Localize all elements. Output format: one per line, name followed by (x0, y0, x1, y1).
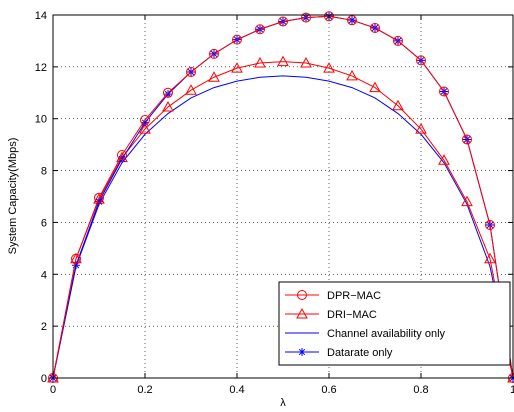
y-tick-label: 14 (35, 10, 47, 22)
data-point (140, 115, 150, 126)
data-point (415, 123, 427, 134)
data-point (324, 11, 334, 22)
legend-item: DPR−MAC (285, 290, 381, 302)
data-point (300, 56, 312, 68)
data-point (164, 90, 172, 99)
y-tick-label: 8 (41, 166, 47, 178)
data-point (301, 12, 311, 23)
legend-item: Channel availability only (285, 328, 446, 340)
data-point (139, 123, 151, 134)
legend-label: Channel availability only (327, 328, 446, 340)
x-tick-label: 0.4 (229, 384, 244, 396)
x-axis-title: λ (280, 397, 286, 409)
legend-box (278, 281, 511, 366)
plot-frame (52, 14, 514, 379)
data-point (71, 253, 81, 264)
data-point (231, 62, 243, 73)
data-point (462, 134, 472, 145)
series-line (52, 61, 514, 379)
x-tick-label: 0 (50, 384, 56, 396)
y-tick-label: 2 (41, 321, 47, 333)
data-point (117, 150, 127, 161)
data-point (369, 81, 381, 93)
legend: DPR−MAC DRI−MAC Channel availability only D… (278, 281, 511, 366)
data-point (277, 55, 289, 67)
series-line (52, 75, 514, 379)
data-point (346, 69, 358, 81)
data-point (95, 197, 103, 206)
data-point (439, 86, 449, 97)
data-point (393, 35, 403, 46)
data-point (186, 67, 196, 78)
y-tick-label: 0 (41, 373, 47, 385)
data-point (485, 220, 495, 231)
y-tick-label: 4 (41, 269, 47, 281)
data-point (163, 87, 173, 98)
data-point (347, 15, 357, 26)
data-point (461, 195, 473, 207)
data-point (72, 261, 80, 270)
series-layer (47, 11, 514, 383)
x-tick-label: 1 (510, 384, 514, 396)
data-point (162, 101, 174, 112)
legend-label: DRI−MAC (327, 309, 377, 321)
legend-marker (298, 348, 306, 356)
x-tick-label: 0.6 (321, 384, 336, 396)
legend-label: Datarate only (327, 347, 393, 359)
data-point (185, 84, 197, 95)
data-point (255, 24, 265, 35)
data-point (370, 22, 380, 33)
series-0 (48, 11, 514, 383)
data-point (392, 99, 404, 111)
data-point (254, 56, 266, 68)
data-point (141, 118, 149, 127)
grid (53, 15, 513, 378)
data-point (278, 16, 288, 27)
legend-label: DPR−MAC (327, 290, 381, 302)
data-point (484, 252, 496, 264)
legend-item: Datarate only (285, 347, 393, 359)
data-point (208, 71, 220, 82)
series-2 (52, 75, 514, 379)
y-tick-label: 6 (41, 217, 47, 229)
legend-marker (297, 290, 307, 300)
data-point (416, 55, 426, 66)
x-tick-label: 0.2 (137, 384, 152, 396)
legend-item: DRI−MAC (285, 307, 377, 321)
series-line (52, 15, 514, 379)
data-point (438, 154, 450, 165)
legend-marker (296, 307, 308, 319)
y-axis-title: System Capacity(Mbps) (7, 138, 19, 255)
data-point (118, 154, 126, 163)
data-point (232, 34, 242, 45)
data-point (209, 48, 219, 59)
y-tick-label: 12 (35, 62, 47, 74)
data-point (94, 192, 104, 203)
y-tick-label: 10 (35, 114, 47, 126)
x-tick-label: 0.8 (413, 384, 428, 396)
data-point (323, 62, 335, 73)
